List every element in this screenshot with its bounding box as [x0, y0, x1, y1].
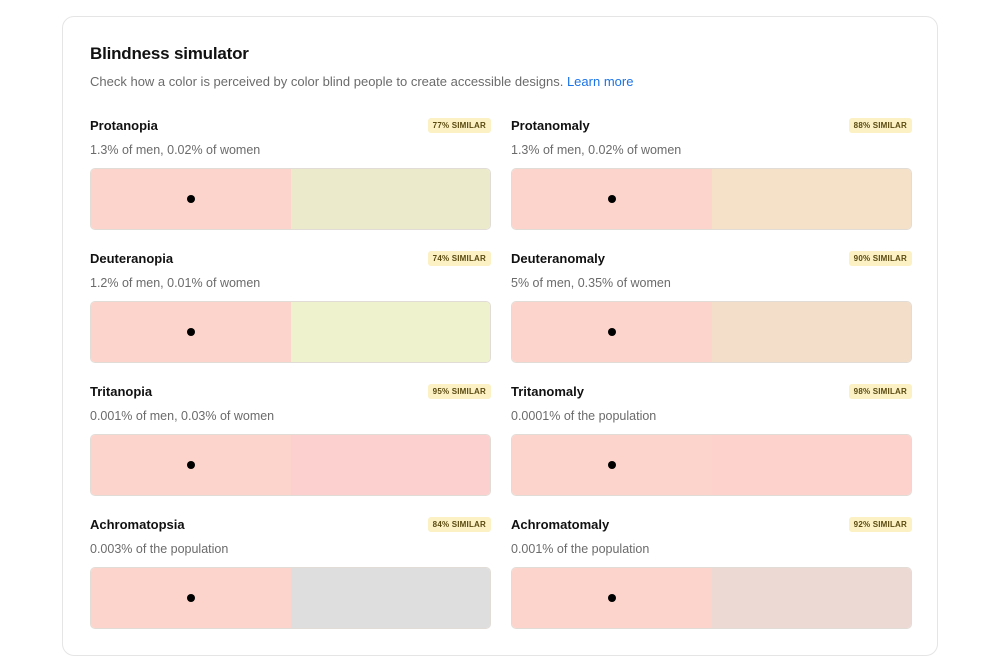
simulation-name: Deuteranopia: [90, 250, 174, 266]
similarity-badge: 95% SIMILAR: [427, 383, 491, 399]
original-marker-dot: [607, 461, 616, 469]
original-color-swatch: [512, 302, 712, 362]
simulated-color-swatch: [711, 302, 911, 362]
blindness-simulator-card: Blindness simulator Check how a color is…: [62, 16, 938, 656]
simulated-color-swatch: [290, 169, 490, 229]
similarity-badge: 98% SIMILAR: [848, 383, 912, 399]
prevalence-text: 0.001% of the population: [511, 542, 650, 556]
original-color-swatch: [91, 302, 291, 362]
color-comparison-swatch: [90, 168, 491, 230]
simulated-color-swatch: [711, 169, 911, 229]
card-description: Check how a color is perceived by color …: [90, 74, 633, 89]
simulation-item-achromatomaly: Achromatomaly 92% SIMILAR 0.001% of the …: [511, 516, 912, 650]
original-color-swatch: [91, 169, 291, 229]
prevalence-text: 1.3% of men, 0.02% of women: [511, 143, 682, 157]
color-comparison-swatch: [511, 301, 912, 363]
simulation-item-protanomaly: Protanomaly 88% SIMILAR 1.3% of men, 0.0…: [511, 117, 912, 251]
similarity-badge: 88% SIMILAR: [848, 117, 912, 133]
simulation-item-deuteranomaly: Deuteranomaly 90% SIMILAR 5% of men, 0.3…: [511, 250, 912, 384]
card-title: Blindness simulator: [90, 44, 249, 63]
original-color-swatch: [91, 435, 291, 495]
color-comparison-swatch: [511, 567, 912, 629]
original-color-swatch: [512, 169, 712, 229]
original-color-swatch: [512, 435, 712, 495]
simulation-name: Tritanomaly: [511, 383, 584, 399]
simulation-item-tritanomaly: Tritanomaly 98% SIMILAR 0.0001% of the p…: [511, 383, 912, 517]
original-color-swatch: [91, 568, 291, 628]
similarity-badge: 90% SIMILAR: [848, 250, 912, 266]
simulation-item-achromatopsia: Achromatopsia 84% SIMILAR 0.003% of the …: [90, 516, 491, 650]
simulation-name: Achromatopsia: [90, 516, 185, 532]
prevalence-text: 5% of men, 0.35% of women: [511, 276, 671, 290]
prevalence-text: 0.003% of the population: [90, 542, 229, 556]
simulation-name: Protanomaly: [511, 117, 590, 133]
original-marker-dot: [607, 328, 616, 336]
simulated-color-swatch: [290, 435, 490, 495]
simulation-name: Deuteranomaly: [511, 250, 605, 266]
color-comparison-swatch: [511, 434, 912, 496]
simulation-name: Tritanopia: [90, 383, 153, 399]
simulation-item-protanopia: Protanopia 77% SIMILAR 1.3% of men, 0.02…: [90, 117, 491, 251]
simulated-color-swatch: [290, 568, 490, 628]
similarity-badge: 74% SIMILAR: [427, 250, 491, 266]
simulated-color-swatch: [711, 435, 911, 495]
color-comparison-swatch: [90, 434, 491, 496]
similarity-badge: 84% SIMILAR: [427, 516, 491, 532]
original-marker-dot: [607, 195, 616, 203]
color-comparison-swatch: [511, 168, 912, 230]
color-comparison-swatch: [90, 567, 491, 629]
simulation-name: Protanopia: [90, 117, 158, 133]
original-marker-dot: [186, 195, 195, 203]
simulation-item-tritanopia: Tritanopia 95% SIMILAR 0.001% of men, 0.…: [90, 383, 491, 517]
simulation-name: Achromatomaly: [511, 516, 610, 532]
prevalence-text: 0.0001% of the population: [511, 409, 657, 423]
prevalence-text: 1.3% of men, 0.02% of women: [90, 143, 261, 157]
similarity-badge: 77% SIMILAR: [427, 117, 491, 133]
original-color-swatch: [512, 568, 712, 628]
prevalence-text: 0.001% of men, 0.03% of women: [90, 409, 275, 423]
original-marker-dot: [186, 328, 195, 336]
prevalence-text: 1.2% of men, 0.01% of women: [90, 276, 261, 290]
similarity-badge: 92% SIMILAR: [848, 516, 912, 532]
original-marker-dot: [186, 461, 195, 469]
simulation-item-deuteranopia: Deuteranopia 74% SIMILAR 1.2% of men, 0.…: [90, 250, 491, 384]
simulated-color-swatch: [711, 568, 911, 628]
color-comparison-swatch: [90, 301, 491, 363]
simulation-grid: Protanopia 77% SIMILAR 1.3% of men, 0.02…: [90, 117, 912, 650]
original-marker-dot: [607, 594, 616, 602]
learn-more-link[interactable]: Learn more: [566, 74, 634, 89]
original-marker-dot: [186, 594, 195, 602]
simulated-color-swatch: [290, 302, 490, 362]
description-text: Check how a color is perceived by color …: [90, 74, 564, 89]
